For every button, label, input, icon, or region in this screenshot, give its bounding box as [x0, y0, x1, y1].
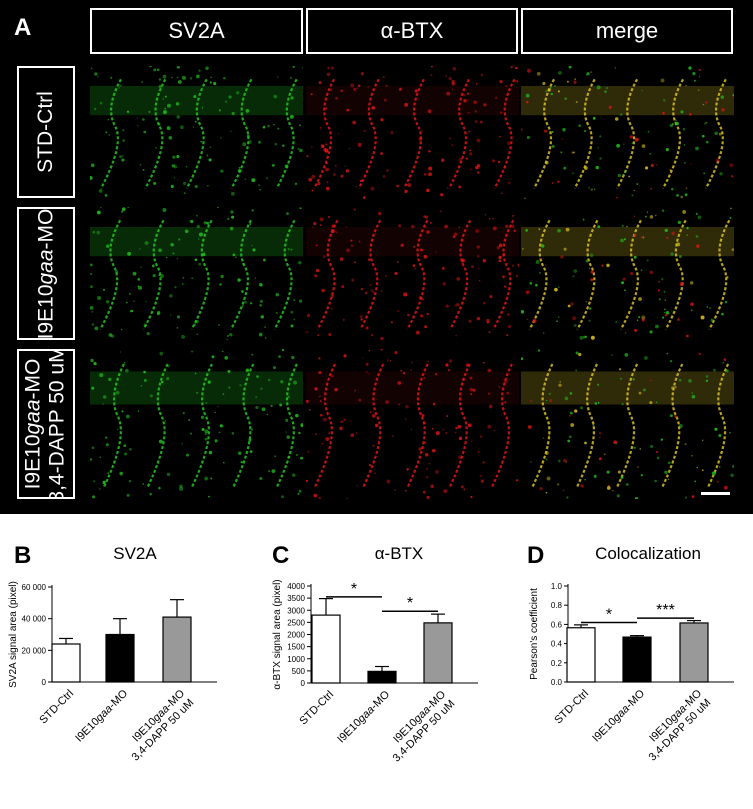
column-header-merge: merge: [521, 8, 733, 54]
y-tick-label: 0.8: [551, 601, 563, 610]
micrograph-tile: [306, 66, 519, 199]
y-tick-label: 0.0: [551, 678, 563, 687]
y-tick-label: 1000: [287, 655, 305, 664]
row-label-text: I9E10: [34, 283, 58, 339]
y-tick-label: 0.4: [551, 640, 563, 649]
micrograph-tile: [306, 207, 519, 340]
row-label-text: I9E10: [22, 434, 46, 490]
x-tick-label: STD-Ctrl: [297, 689, 336, 728]
micrograph-tile: [521, 349, 734, 499]
row-label-gaa-mo-dapp: I9E10gaa-MO 3,4-DAPP 50 uM: [17, 349, 75, 499]
x-tick-label: STD-Ctrl: [552, 688, 591, 727]
significance-label: *: [606, 606, 612, 623]
y-axis-label: Pearson's coefficient: [529, 588, 540, 680]
significance-label: ***: [656, 602, 675, 619]
micrograph-tile: [306, 349, 519, 499]
micrograph-tile: [90, 349, 303, 499]
x-tick-label: I9E10gaa-MO3,4-DAPP 50 uM: [381, 688, 457, 764]
y-tick-label: 3000: [287, 606, 305, 615]
y-tick-label: 60 000: [22, 583, 47, 592]
significance-label: *: [351, 581, 357, 598]
bar: [423, 622, 453, 684]
x-tick-label: I9E10gaa-MO3,4-DAPP 50 uM: [120, 687, 196, 763]
y-axis-label: SV2A signal area (pixel): [8, 581, 19, 688]
bar: [51, 643, 81, 683]
significance-label: *: [407, 595, 413, 612]
y-tick-label: 0: [42, 678, 47, 687]
x-tick-label: I9E10gaa-MO: [335, 688, 392, 745]
y-tick-label: 1500: [287, 643, 305, 652]
y-tick-label: 3500: [287, 594, 305, 603]
chart-title: SV2A: [113, 544, 157, 563]
bar: [679, 622, 709, 683]
y-tick-label: 40 000: [22, 615, 47, 624]
bar: [162, 616, 192, 683]
y-tick-label: 500: [292, 667, 306, 676]
row-label-line2: 3,4-DAPP 50 uM: [46, 349, 70, 499]
row-label-gaa-mo: I9E10gaa-MO: [17, 207, 75, 340]
chart-title: Colocalization: [595, 544, 701, 563]
row-label-text: -MO: [34, 208, 58, 249]
panel-letter-a: A: [14, 14, 32, 41]
bar: [311, 614, 341, 684]
column-header-btx: α-BTX: [306, 8, 518, 54]
y-tick-label: 0.2: [551, 659, 563, 668]
row-label-text: STD-Ctrl: [34, 91, 57, 173]
x-tick-label: I9E10gaa-MO3,4-DAPP 50 uM: [637, 687, 713, 763]
bar: [566, 627, 596, 683]
bar-charts-row: B SV2A SV2A signal area (pixel) 0 20 000 40 0…: [0, 514, 753, 809]
x-tick-label: STD-Ctrl: [37, 688, 76, 727]
panel-a-microscopy: A SV2A α-BTX merge STD-Ctrl I9E10gaa-MO …: [0, 0, 753, 514]
y-tick-label: 20 000: [22, 646, 47, 655]
panel-letter-c: C: [272, 542, 289, 569]
charts-svg: B SV2A SV2A signal area (pixel) 0 20 000 40 0…: [8, 542, 734, 765]
row-label-text: -MO: [22, 358, 46, 400]
panel-letter-b: B: [14, 542, 31, 569]
scale-bar: [701, 492, 730, 495]
y-tick-label: 2500: [287, 618, 305, 627]
bar: [367, 670, 397, 684]
column-header-sv2a: SV2A: [90, 8, 303, 54]
row-label-italic: gaa: [34, 248, 58, 284]
y-tick-label: 4000: [287, 582, 305, 591]
micrograph-tile: [90, 66, 303, 199]
bar: [105, 633, 135, 683]
micrograph-tile: [90, 207, 303, 340]
y-tick-label: 0: [301, 679, 306, 688]
row-label-std-ctrl: STD-Ctrl: [17, 66, 75, 198]
micrograph-tile: [521, 66, 734, 199]
panel-letter-d: D: [527, 542, 544, 569]
bar: [622, 636, 652, 683]
row-label-italic: gaa: [22, 399, 46, 435]
y-tick-label: 2000: [287, 631, 305, 640]
x-tick-label: I9E10gaa-MO: [73, 687, 130, 744]
micrograph-tile: [521, 207, 734, 340]
y-axis-label: α-BTX signal area (pixel): [272, 579, 283, 689]
y-tick-label: 0.6: [551, 620, 563, 629]
y-tick-label: 1.0: [551, 582, 563, 591]
chart-title: α-BTX: [375, 544, 424, 563]
x-tick-label: I9E10gaa-MO: [590, 687, 647, 744]
